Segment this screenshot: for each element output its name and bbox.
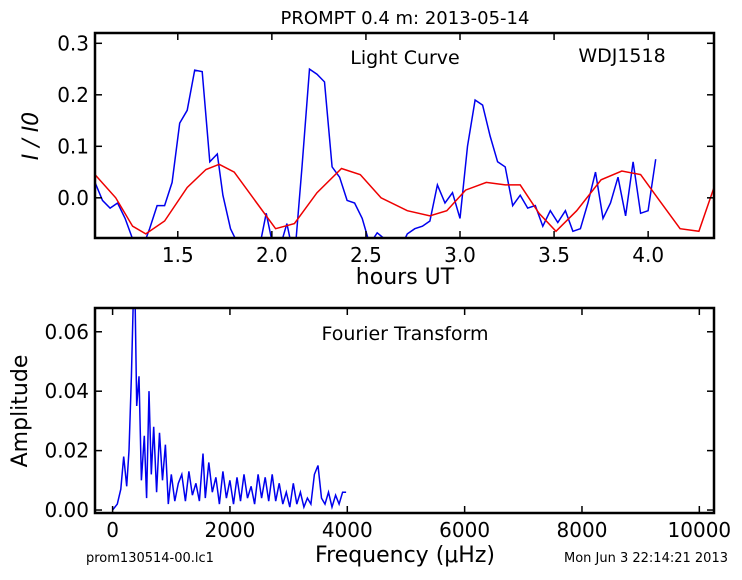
fourier-xlabel: Frequency (μHz) [315,543,495,568]
light-curve-data-line [95,67,657,238]
fourier-xtick-label: 10000 [668,518,732,542]
light-curve-ylabel: I / I0 [19,112,44,160]
light-curve-xtick-label: 4.0 [632,243,664,267]
fourier-ytick-label: 0.02 [44,439,89,463]
fourier-frame [93,306,716,515]
light-curve-xtick-label: 2.5 [350,243,382,267]
fourier-series [112,308,347,511]
light-curve-xtick-label: 3.5 [538,243,570,267]
light-curve-ytick-label: 0.1 [57,134,89,158]
light-curve-xtick-label: 1.5 [162,243,194,267]
footer-filename: prom130514-00.lc1 [86,551,214,566]
fourier-xtick-label: 2000 [204,518,255,542]
figure-title: PROMPT 0.4 m: 2013-05-14 [281,8,530,29]
light-curve-fit-line [95,163,714,235]
fourier-ytick-label: 0.04 [44,379,89,403]
footer-timestamp: Mon Jun 3 22:14:21 2013 [564,551,728,566]
fourier-ticks: 0 2000 4000 6000 8000 10000 0.00 0.02 0.04 0.06 [44,308,731,542]
light-curve-title: Light Curve [350,47,460,69]
light-curve-object-label: WDJ1518 [578,45,665,67]
fourier-ylabel: Amplitude [8,355,33,468]
light-curve-xtick-label: 3.0 [444,243,476,267]
light-curve-xtick-label: 2.0 [256,243,288,267]
light-curve-panel: 1.5 2.0 2.5 3.0 3.5 4.0 0.0 0.1 0.2 0.3 Light Cur… [19,31,716,290]
light-curve-frame [93,31,716,240]
fourier-title: Fourier Transform [321,323,488,345]
fourier-xtick-label: 8000 [557,518,608,542]
fourier-ytick-label: 0.06 [44,320,89,344]
fourier-xtick-label: 4000 [322,518,373,542]
light-curve-ytick-label: 0.2 [57,83,89,107]
fourier-xtick-label: 0 [106,518,119,542]
light-curve-xlabel: hours UT [356,265,455,290]
fourier-ytick-label: 0.00 [44,498,89,522]
light-curve-ytick-label: 0.0 [57,186,89,210]
light-curve-ticks: 1.5 2.0 2.5 3.0 3.5 4.0 0.0 0.1 0.2 0.3 [57,31,714,267]
fourier-panel: 0 2000 4000 6000 8000 10000 0.00 0.02 0.04 0.06 F… [8,306,731,568]
fourier-xtick-label: 6000 [439,518,490,542]
light-curve-ytick-label: 0.3 [57,31,89,55]
light-curve-series [95,67,714,238]
fourier-amplitude-line [112,308,347,511]
